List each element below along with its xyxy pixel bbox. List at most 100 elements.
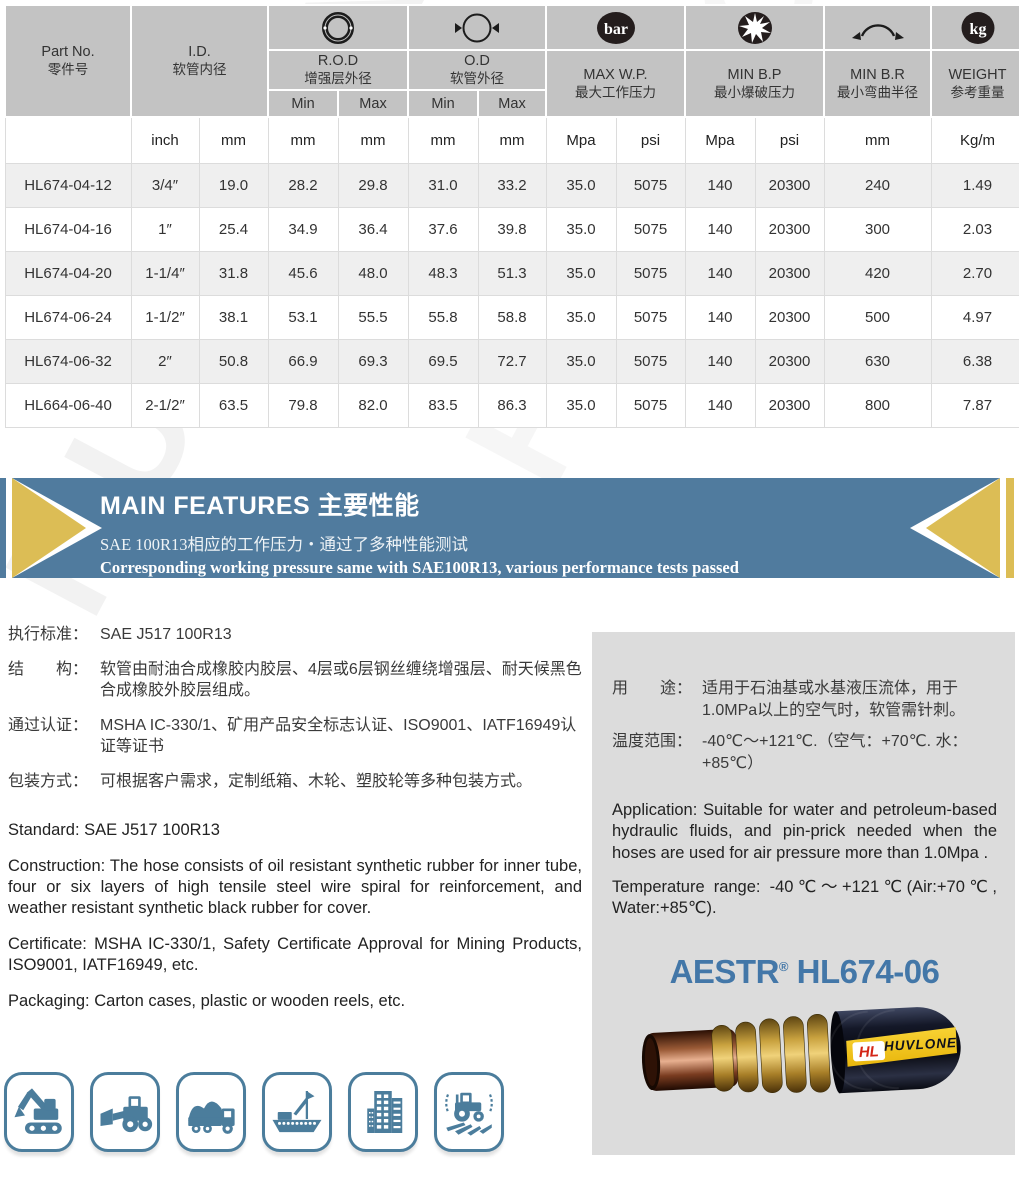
subcol-od-max: Max	[477, 89, 547, 118]
cell-bp-psi: 20300	[754, 162, 825, 208]
col-header-min-br: MIN B.R 最小弯曲半径	[823, 49, 932, 118]
cell-bp-psi: 20300	[754, 294, 825, 340]
tractor-icon	[434, 1072, 504, 1152]
application-icons-row	[4, 1072, 504, 1152]
svg-text:kg: kg	[969, 21, 986, 38]
cell-weight: 1.49	[930, 162, 1019, 208]
cell-br-mm: 800	[823, 382, 932, 428]
cell-wp-psi: 5075	[615, 294, 686, 340]
cell-rod-max: 69.3	[337, 338, 409, 384]
cell-rod-min: 53.1	[267, 294, 339, 340]
cell-part-no: HL674-06-24	[4, 294, 132, 340]
cell-od-max: 51.3	[477, 250, 547, 296]
cell-bp-mpa: 140	[684, 162, 756, 208]
cell-rod-min: 79.8	[267, 382, 339, 428]
cell-id-inch: 1-1/4″	[130, 250, 200, 296]
cell-od-min: 48.3	[407, 250, 479, 296]
dump-truck-icon	[176, 1072, 246, 1152]
spec-table: Part No. 零件号 I.D. 软管内径	[4, 4, 1019, 428]
bend-radius-icon	[823, 4, 932, 51]
english-spec-block: Standard: SAE J517 100R13 Construction: …	[8, 820, 582, 1013]
paragraph-application: Application: Suitable for water and petr…	[612, 801, 997, 862]
table-row: HL674-04-12 3/4″ 19.0 28.2 29.8 31.0 33.…	[4, 162, 1019, 208]
cell-od-min: 37.6	[407, 206, 479, 252]
paragraph-standard: Standard: SAE J517 100R13	[8, 820, 220, 839]
cell-rod-max: 36.4	[337, 206, 409, 252]
spec-item-standard-zh: 执行标准： SAE J517 100R13	[8, 626, 232, 643]
paragraph-packaging: Packaging: Carton cases, plastic or wood…	[8, 992, 406, 1011]
cell-wp-mpa: 35.0	[545, 206, 617, 252]
col-header-id: I.D. 软管内径	[130, 4, 269, 118]
reinforcement-ring-icon	[267, 4, 409, 51]
cell-rod-min: 66.9	[267, 338, 339, 384]
cell-id-mm: 25.4	[198, 206, 269, 252]
cell-rod-min: 45.6	[267, 250, 339, 296]
cell-id-inch: 3/4″	[130, 162, 200, 208]
cell-br-mm: 630	[823, 338, 932, 384]
product-model: HL674-06	[788, 952, 940, 990]
col-header-max-wp: MAX W.P. 最大工作压力	[545, 49, 686, 118]
cell-bp-psi: 20300	[754, 250, 825, 296]
cell-bp-mpa: 140	[684, 294, 756, 340]
cell-br-mm: 240	[823, 162, 932, 208]
cell-od-min: 55.8	[407, 294, 479, 340]
cell-br-mm: 300	[823, 206, 932, 252]
cell-bp-psi: 20300	[754, 338, 825, 384]
cell-id-mm: 38.1	[198, 294, 269, 340]
cell-weight: 6.38	[930, 338, 1019, 384]
table-row: HL674-04-20 1-1/4″ 31.8 45.6 48.0 48.3 5…	[4, 250, 1019, 296]
cell-od-min: 83.5	[407, 382, 479, 428]
subcol-od-min: Min	[407, 89, 479, 118]
cell-wp-psi: 5075	[615, 162, 686, 208]
cell-bp-psi: 20300	[754, 206, 825, 252]
cell-rod-min: 28.2	[267, 162, 339, 208]
cell-br-mm: 500	[823, 294, 932, 340]
cell-id-inch: 1-1/2″	[130, 294, 200, 340]
cell-weight: 2.03	[930, 206, 1019, 252]
svg-text:bar: bar	[604, 21, 628, 38]
cell-bp-mpa: 140	[684, 382, 756, 428]
cell-rod-max: 29.8	[337, 162, 409, 208]
cell-weight: 2.70	[930, 250, 1019, 296]
building-icon	[348, 1072, 418, 1152]
cell-od-max: 39.8	[477, 206, 547, 252]
spec-item-certificate-zh: 通过认证： MSHA IC-330/1、矿用产品安全标志认证、ISO9001、I…	[8, 716, 577, 756]
units-row: inch mm mm mm mm mm Mpa psi Mpa psi mm K…	[4, 116, 1019, 164]
hose-product-image: HL HUVLONE	[612, 993, 997, 1126]
paragraph-temperature: Temperature range: -40℃～+121℃(Air:+70℃, …	[612, 877, 997, 917]
svg-text:HUVLONE: HUVLONE	[883, 1035, 957, 1054]
table-row: HL674-04-16 1″ 25.4 34.9 36.4 37.6 39.8 …	[4, 206, 1019, 252]
cell-part-no: HL674-06-32	[4, 338, 132, 384]
cell-bp-mpa: 140	[684, 250, 756, 296]
product-title: AESTR® HL674-06	[612, 953, 997, 991]
cell-id-mm: 31.8	[198, 250, 269, 296]
burst-icon	[684, 4, 825, 51]
paragraph-construction: Construction: The hose consists of oil r…	[8, 856, 582, 917]
cell-weight: 7.87	[930, 382, 1019, 428]
cell-wp-psi: 5075	[615, 206, 686, 252]
cell-od-max: 72.7	[477, 338, 547, 384]
cell-br-mm: 420	[823, 250, 932, 296]
cell-bp-mpa: 140	[684, 338, 756, 384]
cell-id-mm: 63.5	[198, 382, 269, 428]
svg-text:HL: HL	[858, 1043, 879, 1061]
spec-item-packaging-zh: 包装方式： 可根据客户需求，定制纸箱、木轮、塑胶轮等多种包装方式。	[8, 772, 533, 790]
cell-id-mm: 19.0	[198, 162, 269, 208]
cell-id-inch: 1″	[130, 206, 200, 252]
banner-subtitle-zh: SAE 100R13相应的工作压力・通过了多种性能测试	[100, 535, 469, 554]
cell-od-max: 58.8	[477, 294, 547, 340]
cell-wp-mpa: 35.0	[545, 162, 617, 208]
cell-bp-psi: 20300	[754, 382, 825, 428]
spec-table-body: inch mm mm mm mm mm Mpa psi Mpa psi mm K…	[4, 116, 1019, 428]
cell-wp-psi: 5075	[615, 250, 686, 296]
cell-od-min: 31.0	[407, 162, 479, 208]
cell-wp-psi: 5075	[615, 382, 686, 428]
cell-wp-mpa: 35.0	[545, 294, 617, 340]
col-header-od: O.D 软管外径	[407, 49, 547, 91]
cell-part-no: HL674-04-20	[4, 250, 132, 296]
cell-id-inch: 2-1/2″	[130, 382, 200, 428]
spec-item-construction-zh: 结 构： 软管由耐油合成橡胶内胶层、4层或6层钢丝缠绕增强层、耐天候黑色合成橡胶…	[8, 660, 582, 700]
outer-diameter-icon	[407, 4, 547, 51]
cell-weight: 4.97	[930, 294, 1019, 340]
spec-item-temperature-zh: 温度范围： -40℃～+121℃.（空气：+70℃. 水：+85℃）	[612, 733, 968, 772]
